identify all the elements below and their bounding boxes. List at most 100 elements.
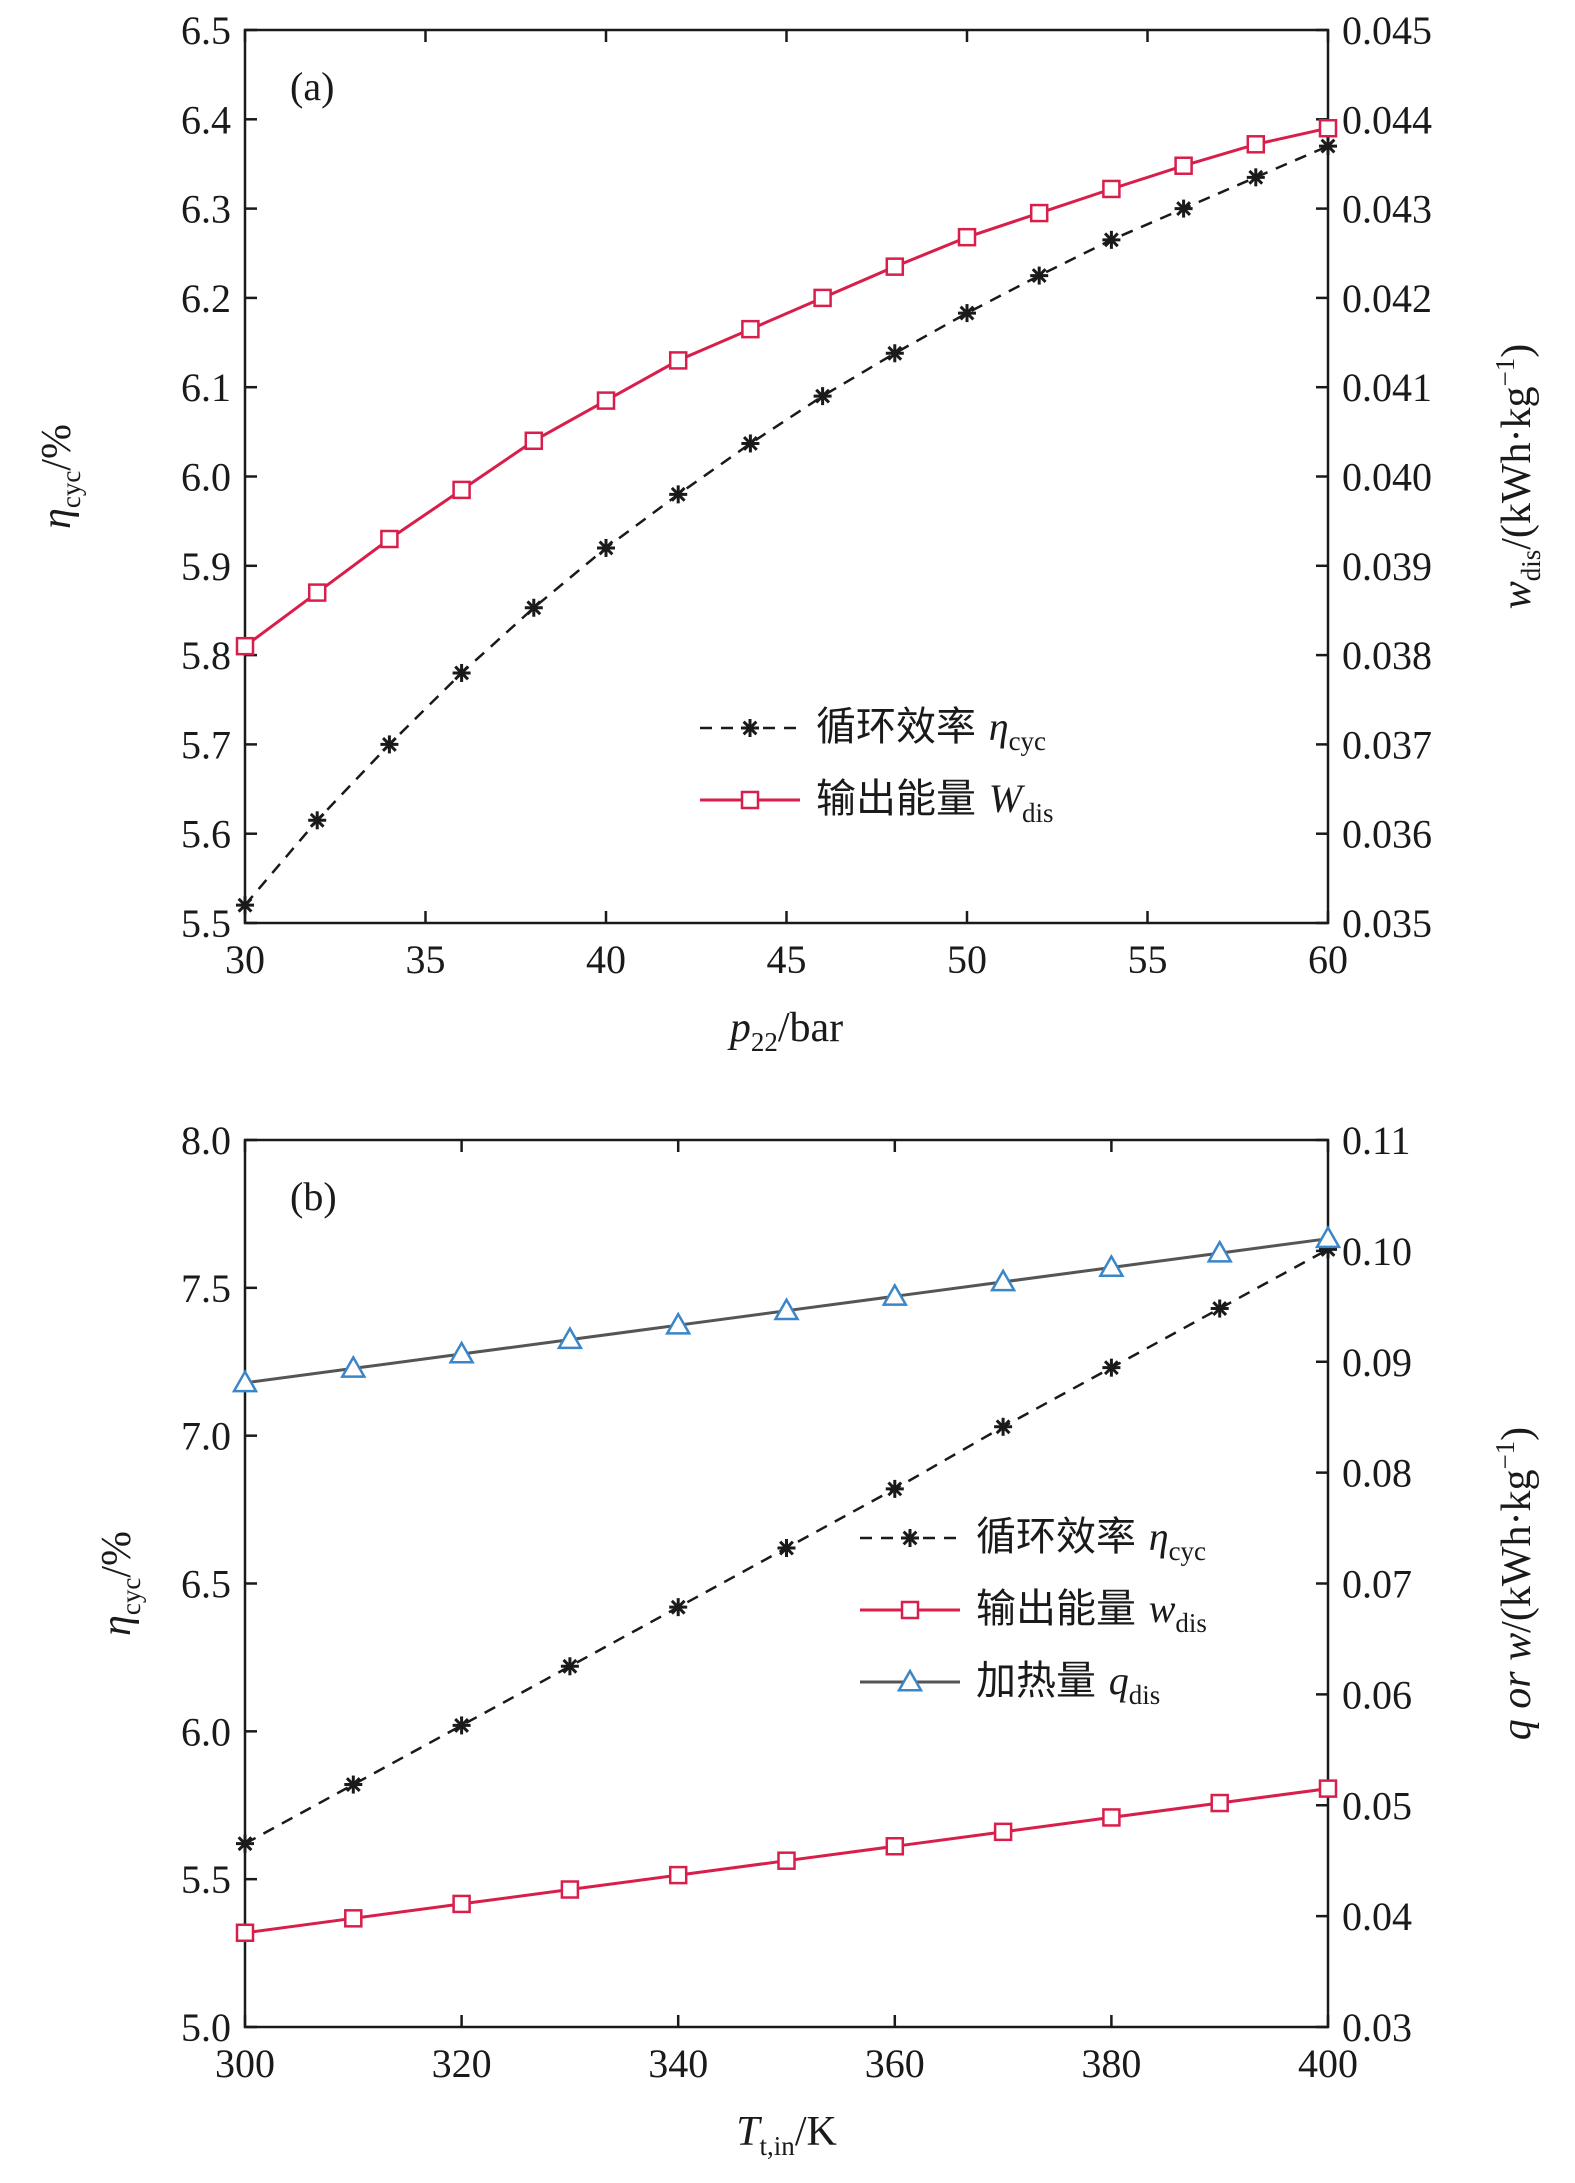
- plot-frame: [243, 28, 1330, 925]
- data-point-square: [993, 1822, 1013, 1842]
- data-point-star: [885, 1479, 904, 1498]
- y-left-tick-label: 7.5: [181, 1266, 231, 1311]
- data-point-star: [1102, 230, 1121, 249]
- legend: 循环效率 ηcyc 输出能量 wdis 加热量 qdis: [860, 1514, 1207, 1710]
- data-point-square: [741, 319, 760, 339]
- x-tick-label: 60: [1308, 937, 1348, 982]
- legend-label: 输出能量 wdis: [976, 1586, 1207, 1638]
- y-left-tick-label: 6.3: [181, 187, 231, 232]
- data-point-square: [813, 288, 832, 308]
- data-point-square: [344, 1909, 363, 1928]
- legend-label: 循环效率 ηcyc: [816, 704, 1046, 756]
- x-tick-label: 30: [225, 937, 265, 982]
- data-point-star: [560, 1657, 579, 1676]
- y-left-tick-label: 5.5: [181, 1857, 231, 1902]
- y-left-tick-label: 6.0: [181, 455, 231, 500]
- data-point-square: [1210, 1793, 1229, 1813]
- x-tick-label: 380: [1081, 2041, 1141, 2086]
- data-point-square: [777, 1851, 796, 1870]
- y-left-tick-label: 6.5: [181, 1562, 231, 1607]
- legend-label: 循环效率 ηcyc: [976, 1514, 1206, 1566]
- y-left-axis-label: ηcyc/%: [94, 1531, 146, 1636]
- y-left-tick-label: 5.7: [181, 722, 231, 767]
- y-right-tick-label: 0.040: [1342, 455, 1432, 500]
- y-right-tick-label: 0.038: [1342, 633, 1432, 678]
- data-point-star: [308, 811, 327, 830]
- data-point-star: [813, 387, 832, 406]
- x-axis-label: p22/bar: [727, 1005, 843, 1057]
- data-point-star: [669, 1598, 688, 1617]
- data-point-triangle: [1206, 1239, 1233, 1263]
- y-left-tick-label: 6.1: [181, 365, 231, 410]
- data-point-star: [901, 1529, 919, 1547]
- data-point-square: [957, 227, 977, 247]
- data-point-square: [1246, 135, 1266, 154]
- legend-label: 输出能量 Wdis: [816, 776, 1054, 828]
- y-right-axis-label: q or w/(kWh·kg−1): [1490, 1427, 1540, 1740]
- data-point-star: [1174, 199, 1193, 218]
- data-point-square: [524, 431, 544, 451]
- data-point-square: [900, 1600, 920, 1620]
- y-left-tick-label: 5.0: [181, 2005, 231, 2050]
- y-right-tick-label: 0.05: [1342, 1783, 1412, 1828]
- y-right-tick-label: 0.07: [1342, 1562, 1412, 1607]
- data-point-square: [380, 529, 399, 549]
- x-tick-label: 45: [767, 937, 807, 982]
- chart-panel-a: 30 35 40 45 50 55 60 5.5 5.6 5.7 5.8 5.9 6.0 6.1 6.2 6.…: [34, 8, 1546, 1057]
- data-point-star: [524, 598, 543, 617]
- y-right-tick-label: 0.08: [1342, 1451, 1412, 1496]
- plot-frame: [243, 1138, 1330, 2029]
- data-point-square: [235, 1923, 255, 1943]
- data-point-triangle: [556, 1326, 584, 1350]
- data-point-square: [452, 1894, 471, 1914]
- data-point-triangle: [881, 1282, 908, 1306]
- y-right-tick-label: 0.04: [1342, 1894, 1412, 1939]
- data-point-square: [668, 351, 688, 370]
- legend-label: 加热量 qdis: [976, 1658, 1160, 1710]
- data-point-square: [885, 1837, 905, 1856]
- data-point-square: [740, 790, 760, 810]
- data-point-star: [236, 1834, 254, 1853]
- y-right-tick-label: 0.045: [1342, 8, 1432, 53]
- y-left-axis-label: ηcyc/%: [34, 424, 86, 529]
- data-point-square: [1318, 118, 1338, 138]
- data-point-square: [596, 391, 616, 410]
- data-point-star: [1030, 266, 1049, 285]
- y-left-tick-label: 5.5: [181, 901, 231, 946]
- data-point-star: [344, 1775, 363, 1794]
- data-point-triangle: [773, 1297, 800, 1321]
- data-point-star: [741, 719, 759, 737]
- data-point-square: [1029, 203, 1049, 223]
- panel-label: (b): [290, 1174, 337, 1219]
- y-right-tick-label: 0.043: [1342, 187, 1432, 232]
- data-point-square: [560, 1880, 580, 1899]
- data-point-star: [1102, 1358, 1121, 1377]
- y-left-tick-label: 6.2: [181, 276, 231, 321]
- y-left-tick-label: 5.9: [181, 544, 231, 589]
- data-point-star: [777, 1539, 796, 1558]
- series-line-star: [244, 144, 1329, 906]
- chart-panel-b: 300 320 340 360 380 400 5.0 5.5 6.0 6.5 7.0 7.5 8.0 0…: [94, 1118, 1540, 2161]
- data-point-star: [380, 735, 399, 754]
- y-left-tick-label: 6.0: [181, 1709, 231, 1754]
- data-point-square: [668, 1865, 688, 1885]
- x-tick-label: 320: [432, 2041, 492, 2086]
- data-point-triangle: [896, 1668, 924, 1692]
- data-point-square: [1318, 1779, 1338, 1798]
- data-point-star: [958, 304, 976, 323]
- y-left-tick-label: 7.0: [181, 1414, 231, 1459]
- y-left-tick-label: 8.0: [181, 1118, 231, 1163]
- data-point-square: [1174, 156, 1193, 175]
- data-point-star: [1210, 1299, 1229, 1318]
- legend: 循环效率 ηcyc 输出能量 Wdis: [700, 704, 1054, 828]
- data-point-square: [885, 257, 905, 276]
- data-point-star: [1319, 137, 1337, 156]
- x-tick-label: 55: [1128, 937, 1168, 982]
- data-point-triangle: [1098, 1253, 1125, 1278]
- data-point-square: [452, 480, 471, 500]
- y-right-tick-label: 0.036: [1342, 812, 1432, 857]
- y-right-tick-label: 0.044: [1342, 97, 1432, 142]
- y-right-tick-label: 0.039: [1342, 544, 1432, 589]
- x-tick-label: 50: [947, 937, 987, 982]
- y-left-tick-label: 6.4: [181, 97, 231, 142]
